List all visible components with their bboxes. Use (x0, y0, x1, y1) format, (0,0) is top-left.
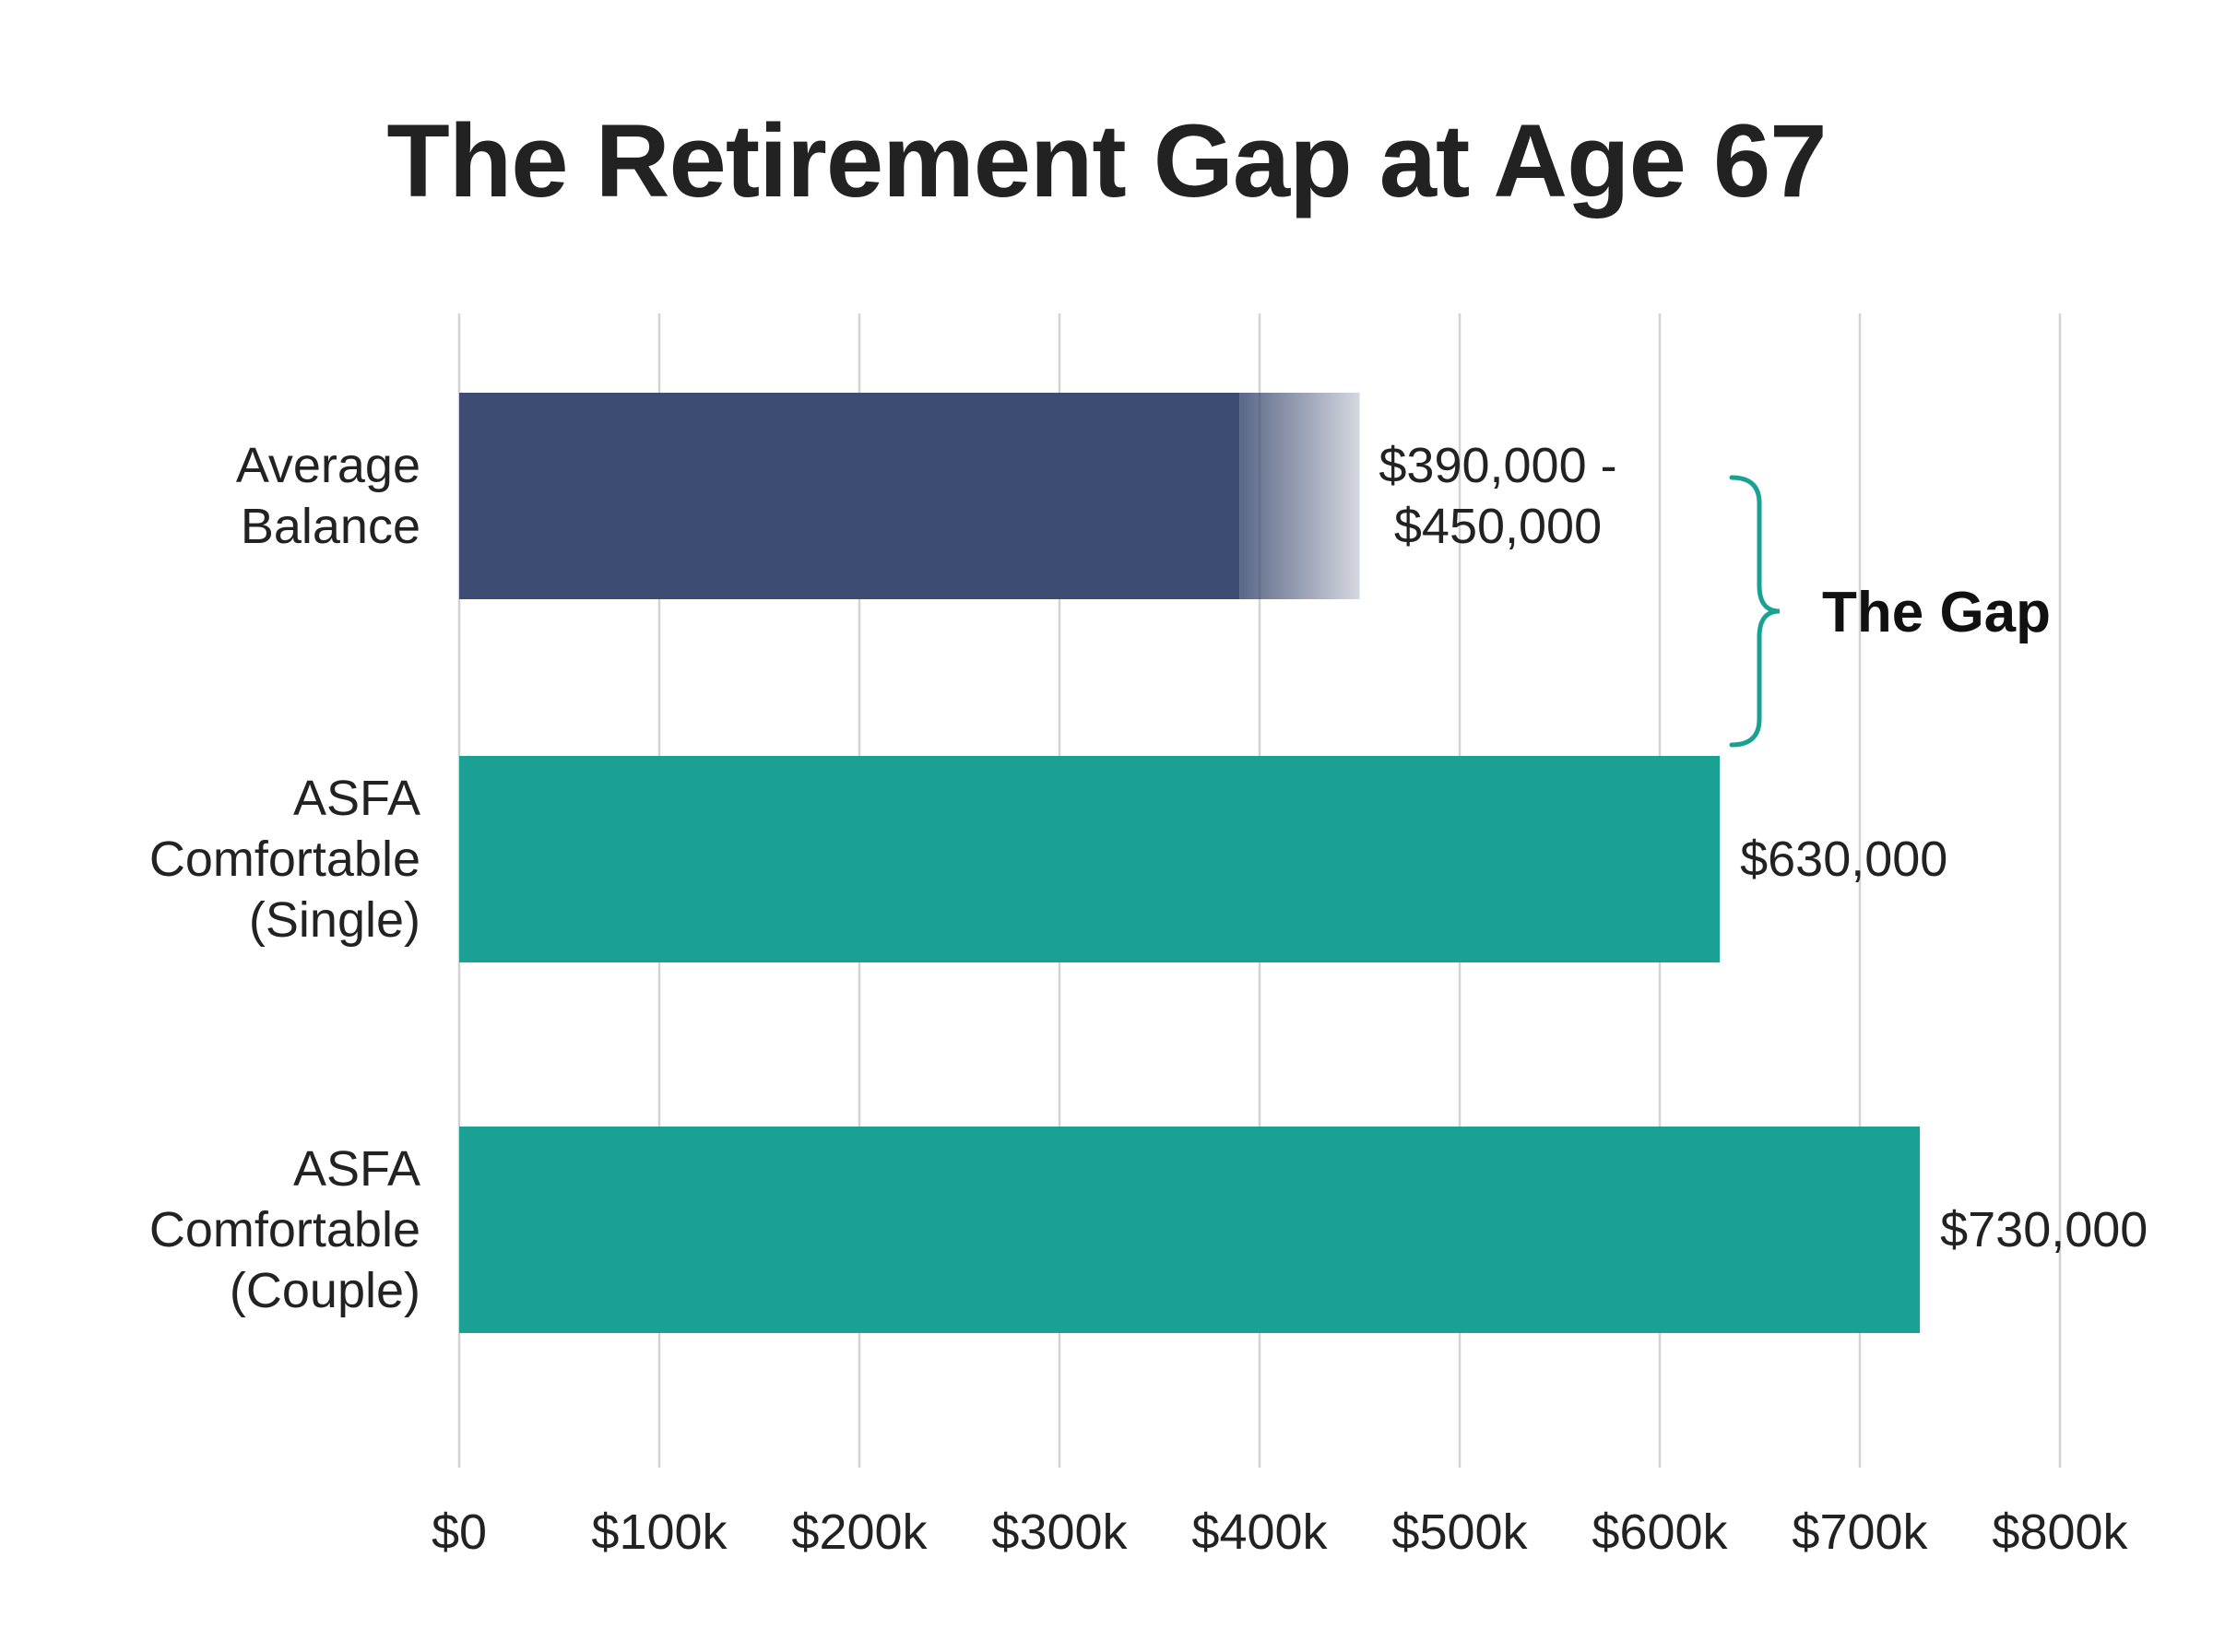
x-tick-label: $200k (791, 1504, 928, 1560)
gap-brace (1729, 475, 1781, 748)
x-tick-label: $800k (1992, 1504, 2128, 1560)
category-label: Comfortable (149, 832, 420, 887)
category-label: ASFA (293, 1141, 420, 1197)
category-label: (Single) (249, 892, 420, 948)
value-label: $630,000 (1740, 832, 1947, 887)
chart-title: The Retirement Gap at Age 67 (386, 103, 1827, 218)
labels: $0 $100k $200k $300k $400k $500k $600k $700k $80… (149, 438, 2148, 1560)
gap-label: The Gap (1822, 581, 2051, 644)
bar-range-extension (1239, 393, 1360, 599)
value-label: $390,000 - (1379, 438, 1616, 493)
bar (459, 1127, 1921, 1333)
category-label: (Couple) (230, 1263, 420, 1318)
x-tick-label: $500k (1391, 1504, 1528, 1560)
category-label: ASFA (293, 771, 420, 826)
bar (459, 393, 1240, 599)
category-label: Comfortable (149, 1202, 420, 1257)
bar (459, 756, 1721, 962)
value-label: $730,000 (1940, 1202, 2148, 1257)
x-tick-label: $100k (591, 1504, 728, 1560)
x-tick-label: $700k (1792, 1504, 1928, 1560)
value-label: $450,000 (1394, 499, 1602, 554)
x-tick-label: $600k (1592, 1504, 1728, 1560)
category-label: Average (236, 438, 420, 493)
category-label: Balance (241, 499, 420, 554)
bars (459, 393, 1921, 1333)
x-tick-label: $0 (432, 1504, 487, 1560)
x-tick-label: $400k (1191, 1504, 1328, 1560)
x-tick-label: $300k (991, 1504, 1128, 1560)
